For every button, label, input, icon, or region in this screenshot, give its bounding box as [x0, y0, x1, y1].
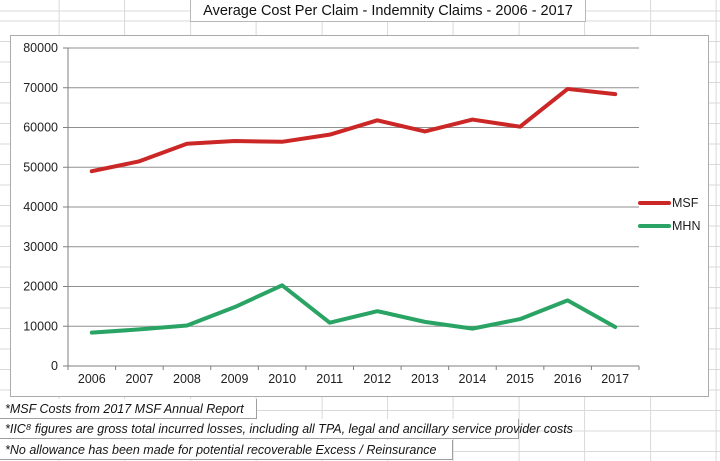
x-axis-label: 2013: [411, 372, 439, 386]
y-axis-label: 40000: [23, 200, 58, 214]
y-axis-label: 30000: [23, 240, 58, 254]
x-axis-label: 2008: [173, 372, 201, 386]
footnote-row: *No allowance has been made for potentia…: [0, 440, 453, 460]
y-axis-label: 50000: [23, 160, 58, 174]
series-line-mhn: [89, 283, 618, 335]
x-axis-label: 2010: [268, 372, 296, 386]
chart-title: Average Cost Per Claim - Indemnity Claim…: [203, 2, 573, 19]
x-axis-label: 2012: [363, 372, 391, 386]
y-axis-label: 70000: [23, 81, 58, 95]
x-axis-label: 2016: [554, 372, 582, 386]
x-axis-label: 2007: [125, 372, 153, 386]
y-axis-label: 80000: [23, 41, 58, 55]
chart-title-cell: Average Cost Per Claim - Indemnity Claim…: [190, 0, 586, 22]
footnote-row: *MSF Costs from 2017 MSF Annual Report: [0, 399, 257, 419]
x-axis-label: 2014: [459, 372, 487, 386]
series-line-msf: [89, 86, 618, 174]
x-axis-label: 2009: [221, 372, 249, 386]
legend-label-msf: MSF: [672, 196, 699, 210]
x-axis-label: 2011: [316, 372, 343, 386]
y-axis-label: 20000: [23, 280, 58, 294]
y-axis-label: 60000: [23, 121, 58, 135]
line-chart: 0 10000 20000 30000 40000 50000 60000 70000 8000…: [10, 35, 709, 397]
y-axis-label: 0: [51, 359, 58, 373]
footnote-text: *MSF Costs from 2017 MSF Annual Report: [5, 401, 244, 416]
x-axis-label: 2015: [506, 372, 534, 386]
x-axis-label: 2006: [78, 372, 106, 386]
legend-label-mhn: MHN: [672, 219, 700, 233]
y-axis-label: 10000: [23, 319, 58, 333]
footnote-text: *No allowance has been made for potentia…: [5, 442, 437, 457]
footnote-text: *IIC⁸ figures are gross total incurred l…: [5, 421, 573, 436]
x-axis-label: 2017: [601, 372, 629, 386]
chart-canvas: 0 10000 20000 30000 40000 50000 60000 70000 8000…: [23, 41, 700, 386]
footnote-row: *IIC⁸ figures are gross total incurred l…: [0, 419, 573, 439]
